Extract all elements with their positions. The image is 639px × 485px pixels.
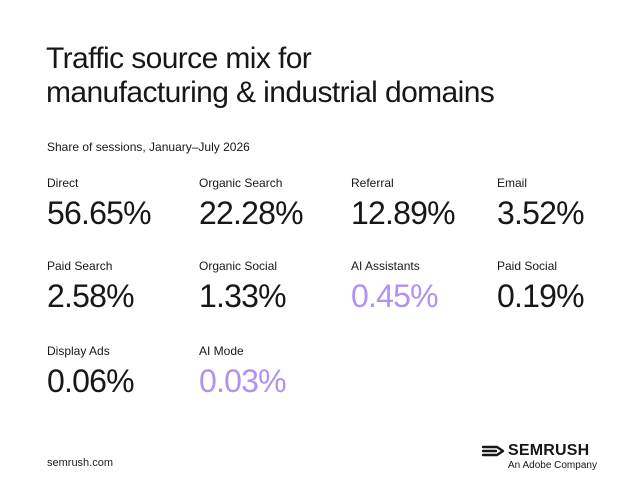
stat-value: 12.89% xyxy=(351,195,456,231)
stat-label: Direct xyxy=(47,176,79,190)
stat-value: 0.03% xyxy=(199,363,287,399)
chart-title-line-2: manufacturing & industrial domains xyxy=(46,76,495,109)
stat-paid-search: Paid Search 2.58% xyxy=(47,259,197,313)
stat-paid-social: Paid Social 0.19% xyxy=(497,259,639,313)
stat-organic-search: Organic Search 22.28% xyxy=(199,176,349,230)
footer-url[interactable]: semrush.com xyxy=(47,457,114,469)
stat-ai-mode: AI Mode 0.03% xyxy=(199,344,349,398)
stat-label: Paid Social xyxy=(497,259,558,273)
stat-referral: Referral 12.89% xyxy=(351,176,501,230)
chart-subtitle: Share of sessions, January–July 2026 xyxy=(47,140,250,154)
chart-title-line-1: Traffic source mix for xyxy=(46,42,312,75)
stat-value: 22.28% xyxy=(199,195,304,231)
stat-label: Email xyxy=(497,176,528,190)
stat-value: 3.52% xyxy=(497,195,585,231)
stat-value: 0.45% xyxy=(351,278,439,314)
semrush-logo-icon xyxy=(481,445,505,457)
brand-tagline: An Adobe Company xyxy=(508,460,597,471)
brand-name: SEMRUSH xyxy=(508,442,590,459)
stat-value: 56.65% xyxy=(47,195,152,231)
stat-display-ads: Display Ads 0.06% xyxy=(47,344,197,398)
chart-title: Traffic source mix for manufacturing & i… xyxy=(46,42,606,110)
stat-value: 2.58% xyxy=(47,278,135,314)
stat-ai-assistants: AI Assistants 0.45% xyxy=(351,259,501,313)
stat-label: Display Ads xyxy=(47,344,110,358)
stat-organic-social: Organic Social 1.33% xyxy=(199,259,349,313)
stat-email: Email 3.52% xyxy=(497,176,639,230)
stat-value: 1.33% xyxy=(199,278,287,314)
stat-label: Organic Search xyxy=(199,176,283,190)
stat-label: Organic Social xyxy=(199,259,278,273)
stat-label: Referral xyxy=(351,176,394,190)
stat-label: AI Mode xyxy=(199,344,244,358)
stat-value: 0.19% xyxy=(497,278,585,314)
stat-label: Paid Search xyxy=(47,259,113,273)
stat-label: AI Assistants xyxy=(351,259,420,273)
stat-direct: Direct 56.65% xyxy=(47,176,197,230)
semrush-brand: SEMRUSH An Adobe Company xyxy=(481,442,601,476)
stat-value: 0.06% xyxy=(47,363,135,399)
